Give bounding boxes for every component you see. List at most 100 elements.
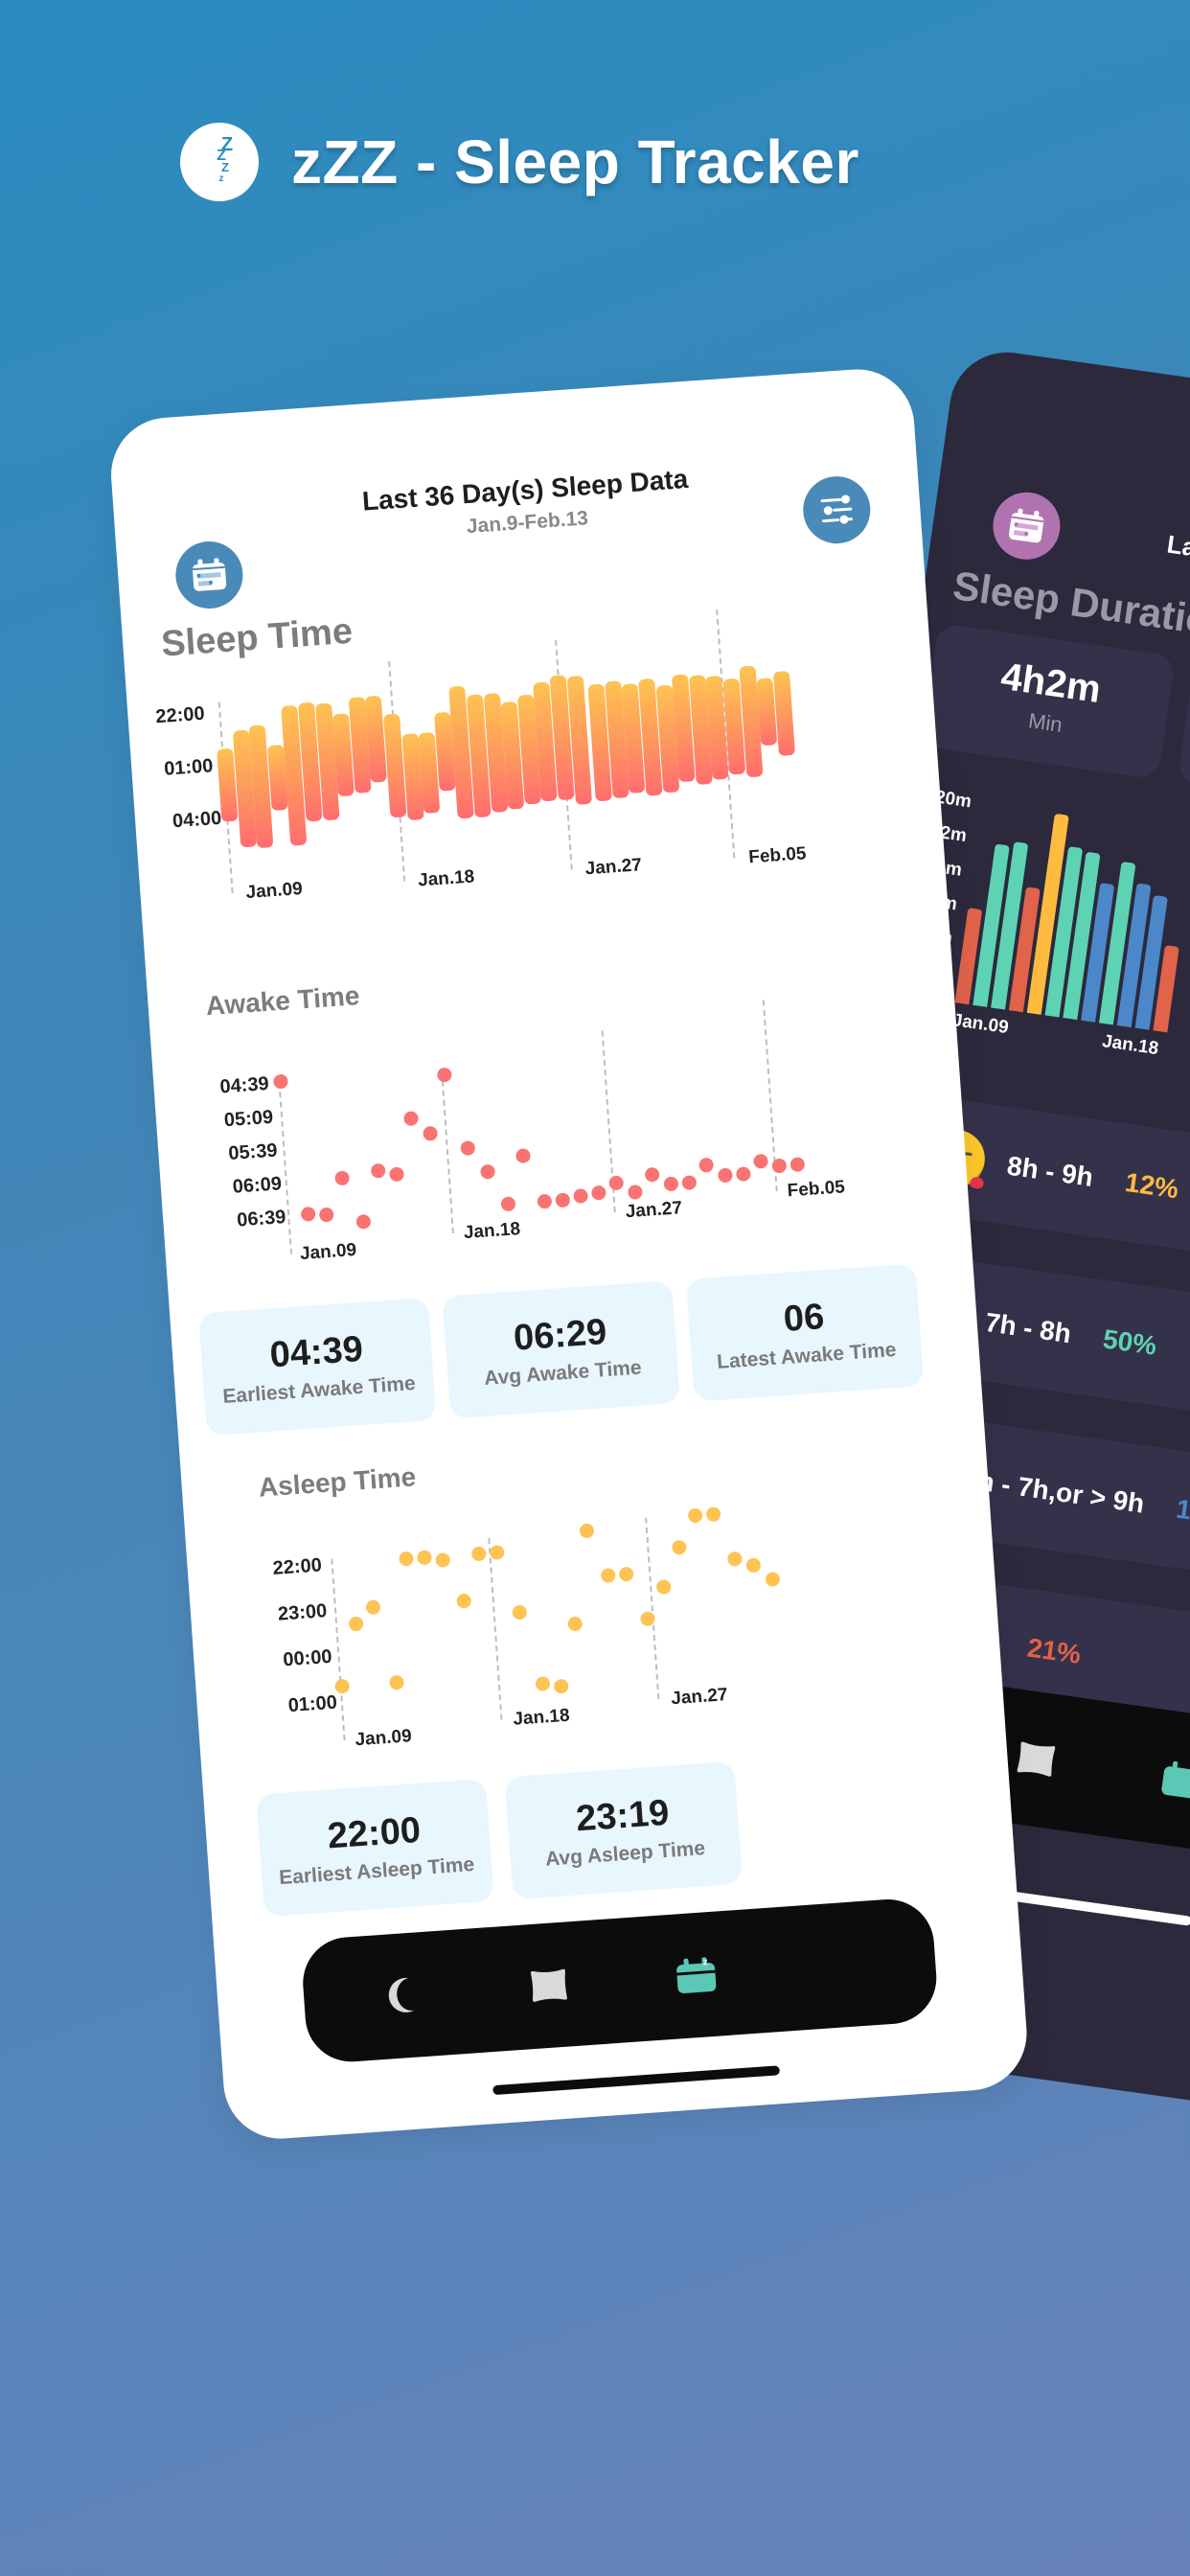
app-hero: Z Z Z z zZZ - Sleep Tracker — [180, 123, 859, 201]
gridline — [441, 1070, 454, 1233]
awake-data-point — [500, 1195, 516, 1211]
y-axis-label: 04:39 — [218, 1072, 270, 1098]
asleep-data-point — [416, 1550, 432, 1566]
asleep-data-point — [334, 1678, 351, 1694]
gridline — [645, 1517, 660, 1700]
zzz-sleep-icon: Z Z Z z — [180, 123, 259, 201]
awake-data-point — [436, 1067, 452, 1083]
y-axis-label: 05:09 — [223, 1106, 274, 1132]
svg-text:z: z — [702, 1957, 708, 1967]
asleep-data-point — [389, 1674, 405, 1690]
pillow-icon[interactable] — [1013, 1736, 1061, 1783]
awake-data-point — [735, 1165, 751, 1182]
y-axis-label: 06:09 — [232, 1173, 283, 1198]
awake-data-point — [573, 1188, 589, 1205]
awake-data-point — [515, 1147, 531, 1163]
awake-data-point — [555, 1191, 571, 1208]
y-axis-label: 04:00 — [172, 807, 222, 833]
awake-data-point — [402, 1110, 419, 1126]
category-percent: 18% — [1174, 1493, 1190, 1531]
x-axis-label: Jan.18 — [417, 866, 475, 891]
calendar-stats-icon[interactable] — [1158, 1756, 1190, 1804]
stat-card — [1177, 658, 1190, 816]
asleep-data-point — [671, 1539, 687, 1555]
y-axis-label: 22:00 — [271, 1554, 323, 1579]
x-axis-label: Jan.09 — [244, 879, 304, 904]
y-axis-label: 23:00 — [277, 1600, 328, 1625]
stat-card-earliest-awake: 04:39 Earliest Awake Time — [198, 1297, 437, 1437]
calendar-icon[interactable] — [173, 539, 245, 611]
asleep-data-point — [456, 1593, 472, 1609]
awake-data-point — [608, 1174, 625, 1190]
awake-data-point — [300, 1206, 316, 1222]
logo-z: Z — [220, 134, 234, 155]
asleep-data-point — [535, 1676, 551, 1692]
x-axis-label: Jan.27 — [625, 1198, 683, 1223]
x-axis-label: Jan.18 — [512, 1705, 571, 1730]
section-title-asleep-time: Asleep Time — [257, 1461, 418, 1503]
gridline — [488, 1537, 503, 1720]
awake-data-point — [627, 1184, 643, 1201]
x-axis-label: Jan.27 — [584, 855, 643, 880]
bottom-tab-bar: z — [300, 1896, 940, 2065]
awake-time-chart: 04:39 05:09 05:39 06:09 06:39 Jan.09 Jan… — [107, 365, 910, 1264]
asleep-data-point — [365, 1599, 381, 1616]
awake-data-point — [537, 1193, 553, 1209]
awake-data-point — [480, 1163, 496, 1180]
awake-data-point — [334, 1170, 351, 1186]
awake-data-point — [698, 1157, 715, 1173]
y-axis-label: 05:39 — [227, 1139, 279, 1165]
asleep-data-point — [512, 1604, 528, 1621]
asleep-data-point — [470, 1546, 487, 1562]
awake-data-point — [752, 1153, 768, 1169]
pillow-icon[interactable] — [526, 1963, 571, 2008]
x-axis-label: Jan.18 — [1100, 1031, 1160, 1060]
awake-data-point — [771, 1158, 788, 1174]
awake-data-point — [370, 1163, 386, 1180]
y-axis-label: 00:00 — [282, 1645, 333, 1671]
app-title: zZZ - Sleep Tracker — [291, 127, 859, 196]
asleep-time-chart: 22:00 23:00 00:00 01:00 Jan.09 Jan.18 Ja… — [107, 365, 910, 1750]
x-axis-label: Jan.09 — [299, 1239, 357, 1265]
stat-card-latest-awake: 06 Latest Awake Time — [685, 1263, 925, 1402]
calendar-stats-icon[interactable]: z — [674, 1953, 719, 1998]
awake-data-point — [644, 1166, 660, 1183]
sliders-icon[interactable] — [800, 473, 873, 546]
calendar-icon[interactable] — [988, 488, 1064, 564]
stat-card-avg-asleep: 23:19 Avg Asleep Time — [504, 1760, 744, 1900]
dark-header-title: La — [1165, 529, 1190, 563]
duration-bars — [954, 803, 1190, 1033]
x-axis-label: Jan.18 — [463, 1219, 521, 1244]
light-phone-screen: Last 36 Day(s) Sleep Data Jan.9-Feb.13 S… — [107, 365, 1031, 2143]
home-indicator — [492, 2065, 781, 2096]
asleep-data-point — [567, 1616, 584, 1632]
asleep-data-point — [579, 1523, 595, 1539]
asleep-data-point — [687, 1507, 703, 1524]
sleep-bar — [772, 670, 795, 756]
asleep-data-point — [618, 1566, 634, 1582]
section-title-sleep-time: Sleep Time — [159, 610, 355, 665]
screen-header: Last 36 Day(s) Sleep Data Jan.9-Feb.13 — [113, 448, 916, 538]
asleep-data-point — [745, 1557, 762, 1574]
asleep-data-point — [600, 1567, 616, 1583]
y-axis-label: 06:39 — [236, 1207, 287, 1231]
y-axis-label: 01:00 — [163, 755, 215, 780]
moon-icon[interactable] — [379, 1973, 424, 2018]
awake-data-point — [681, 1175, 698, 1191]
category-percent: 21% — [1025, 1632, 1084, 1669]
dark-phone-screen: La Sleep Duration 4h2m Min 7h20m 5h52m 4… — [721, 345, 1190, 2128]
asleep-data-point — [489, 1544, 505, 1561]
asleep-data-point — [435, 1552, 451, 1568]
awake-data-point — [460, 1139, 476, 1156]
category-percent: 50% — [1101, 1323, 1159, 1361]
category-range: 7h - 8h — [983, 1307, 1073, 1349]
awake-data-point — [423, 1126, 439, 1142]
asleep-data-point — [348, 1616, 364, 1632]
awake-data-point — [272, 1073, 288, 1090]
asleep-data-point — [553, 1678, 569, 1694]
awake-data-point — [389, 1166, 405, 1183]
logo-z: Z — [217, 148, 226, 164]
x-axis-label: Feb.05 — [747, 843, 808, 868]
logo-z: z — [218, 173, 224, 184]
sleep-time-chart: 22:00 01:00 04:00 Jan.09 Jan.18 Jan.27 F… — [107, 365, 910, 903]
